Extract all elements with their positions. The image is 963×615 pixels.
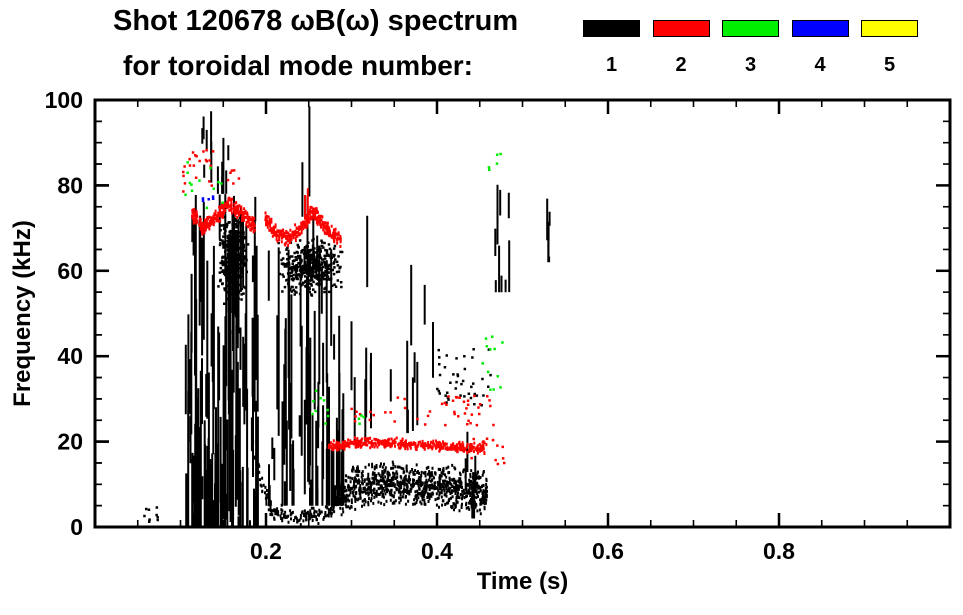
series-n2-points xyxy=(182,148,215,193)
series-n2-points xyxy=(191,196,256,236)
y-tick-label: 0 xyxy=(70,514,83,540)
series-n1-points xyxy=(494,184,511,293)
x-tick-label: 0.8 xyxy=(763,538,795,564)
x-axis-title: Time (s) xyxy=(477,568,569,595)
series-n1-points xyxy=(389,264,434,434)
series-n3-points xyxy=(481,335,504,391)
legend-label-n3: 3 xyxy=(744,54,757,76)
series-n1-points xyxy=(350,215,372,442)
x-tick-label: 0.4 xyxy=(421,538,453,564)
y-tick-label: 40 xyxy=(57,343,83,369)
series-n1-points xyxy=(277,237,344,297)
series-n1-points xyxy=(301,106,319,271)
series-n2-points xyxy=(304,188,310,220)
series-n2-points xyxy=(264,205,342,248)
legend-swatch-n4 xyxy=(791,20,849,37)
legend-swatch-n2 xyxy=(652,20,710,37)
series-n2-points xyxy=(470,437,506,466)
series-n1-points xyxy=(265,245,345,506)
legend-swatch-n3 xyxy=(722,20,779,37)
series-n1-points xyxy=(546,198,551,263)
chart-title: Shot 120678 ωB(ω) spectrum xyxy=(113,5,519,37)
legend-swatch-n1 xyxy=(583,20,640,37)
series-n2-points xyxy=(384,394,495,427)
series-n3-points xyxy=(357,414,365,425)
x-tick-label: 0.2 xyxy=(250,538,282,564)
series-n1-points xyxy=(337,460,488,517)
legend-swatch-n5 xyxy=(861,20,918,37)
legend-label-n5: 5 xyxy=(883,54,896,76)
y-tick-label: 60 xyxy=(57,258,83,284)
series-n4-points xyxy=(201,195,215,203)
legend-label-n4: 4 xyxy=(814,54,826,76)
series-n1-points xyxy=(436,348,492,407)
series-n2-points xyxy=(327,436,488,455)
y-tick-label: 100 xyxy=(45,87,83,113)
y-tick-label: 20 xyxy=(57,429,83,455)
y-axis-title: Frequency (kHz) xyxy=(9,220,36,407)
series-n1-points xyxy=(143,506,159,523)
series-n1-points xyxy=(217,210,250,305)
series-n3-points xyxy=(487,152,502,171)
x-tick-label: 0.6 xyxy=(592,538,624,564)
legend-label-n1: 1 xyxy=(605,54,618,76)
series-n1-points xyxy=(201,111,230,194)
legend-label-n2: 2 xyxy=(675,54,687,76)
series-n2-points xyxy=(350,407,375,423)
series-n2-points xyxy=(226,169,241,185)
series-n3-points xyxy=(184,161,224,210)
chart-subtitle: for toroidal mode number: xyxy=(123,50,473,81)
y-tick-label: 80 xyxy=(57,172,83,198)
